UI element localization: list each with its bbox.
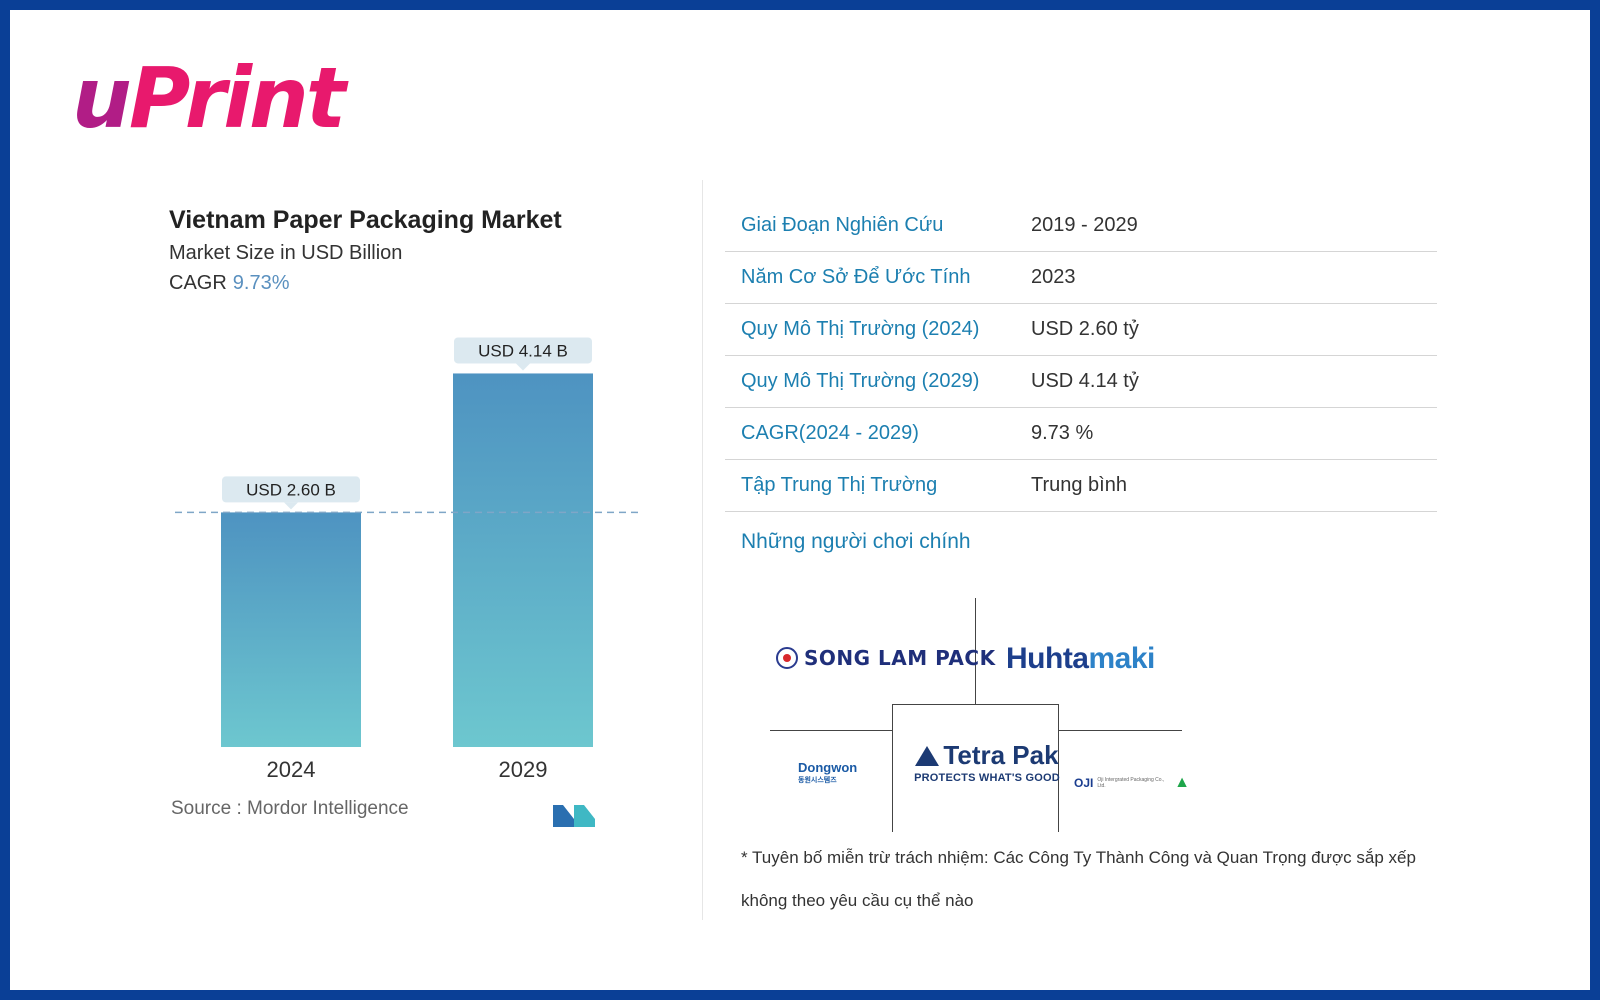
bar-2029 [453,373,593,747]
grid-line [892,704,893,832]
data-label-pointer [284,502,298,510]
data-label: USD 2.60 B [246,480,336,499]
table-row: CAGR(2024 - 2029) 9.73 % [725,408,1437,460]
row-value: Trung bình [1031,474,1127,496]
grid-line [892,704,1059,705]
row-label: Quy Mô Thị Trường (2029) [741,370,980,392]
row-label: Năm Cơ Sở Để Ước Tính [741,266,971,288]
x-tick-label: 2029 [499,757,548,782]
row-label: CAGR(2024 - 2029) [741,422,919,444]
key-players-logos: SONG LAM PACK Huhtamaki Tetra Pak PROTEC… [770,598,1190,838]
chart-cagr: CAGR 9.73% [169,272,290,295]
huhtamaki-logo: Huhtamaki [1006,642,1155,675]
bar-2024 [221,512,361,747]
row-label: Tập Trung Thị Trường [741,474,938,496]
data-label-pointer [516,363,530,371]
row-value: USD 4.14 tỷ [1031,370,1139,392]
tetra-pak-logo: Tetra Pak PROTECTS WHAT'S GOOD [914,740,1060,784]
row-label: Giai Đoạn Nghiên Cứu [741,214,944,236]
oji-logo: OJI Oji Intergrated Packaging Co., Ltd. … [1074,774,1190,791]
vertical-divider [702,180,703,920]
chart-title: Vietnam Paper Packaging Market [169,206,562,234]
table-row: Quy Mô Thị Trường (2024) USD 2.60 tỷ [725,304,1437,356]
songlam-mark-icon [776,647,798,669]
bar-chart: USD 2.60 B 2024 USD 4.14 B 2029 [175,337,640,782]
row-value: 9.73 % [1031,422,1094,444]
row-label: Quy Mô Thị Trường (2024) [741,318,980,340]
grid-line [770,730,892,731]
tetra-pak-triangle-icon [915,745,940,766]
table-row: Năm Cơ Sở Để Ước Tính 2023 [725,252,1437,304]
cagr-label: CAGR [169,272,227,294]
cagr-value: 9.73% [232,272,290,294]
uprint-logo: uPrint [72,49,346,147]
row-value: 2019 - 2029 [1031,214,1138,236]
infographic-card: uPrint Vietnam Paper Packaging Market Ma… [10,10,1590,990]
table-row: Quy Mô Thị Trường (2029) USD 4.14 tỷ [725,356,1437,408]
mordor-intelligence-icon [553,805,595,827]
info-table: Giai Đoạn Nghiên Cứu 2019 - 2029 Năm Cơ … [725,200,1437,512]
data-label-box [454,337,592,364]
table-row: Giai Đoạn Nghiên Cứu 2019 - 2029 [725,200,1437,252]
row-value: USD 2.60 tỷ [1031,318,1139,340]
row-value: 2023 [1031,266,1076,288]
chart-source: Source : Mordor Intelligence [171,798,409,819]
table-row: Tập Trung Thị Trường Trung bình [725,460,1437,512]
songlam-pack-logo: SONG LAM PACK [776,646,996,670]
data-label: USD 4.14 B [478,341,568,360]
grid-line [975,598,976,704]
x-tick-label: 2024 [267,757,316,782]
data-label-box [222,476,360,503]
grid-line [1058,704,1059,832]
disclaimer-text: * Tuyên bố miễn trừ trách nhiệm: Các Côn… [741,848,1416,910]
key-players-title: Những người chơi chính [741,530,971,553]
oji-leaf-icon: ▲ [1174,774,1190,791]
grid-line [1058,730,1182,731]
dongwon-logo: Dongwon 동원시스템즈 [798,760,858,784]
chart-subtitle: Market Size in USD Billion [169,242,403,264]
